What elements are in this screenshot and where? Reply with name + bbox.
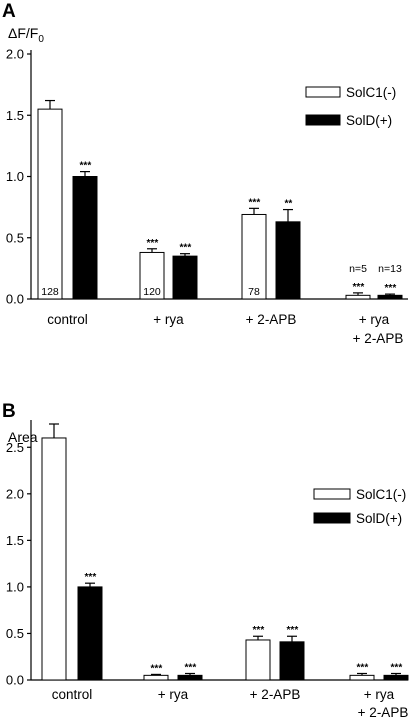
legend-swatch	[305, 86, 341, 98]
y-tick-label: 0.0	[6, 673, 24, 688]
x-category-label: + 2-APB	[250, 687, 301, 702]
significance-label: ***	[252, 625, 265, 636]
y-tick-label: 2.5	[6, 440, 24, 455]
legend-label: SolD(+)	[356, 511, 402, 526]
legend-label: SolD(+)	[346, 113, 392, 128]
n-annotation: n=5	[349, 263, 367, 275]
significance-label: ***	[352, 282, 365, 293]
significance-label: ***	[356, 662, 369, 673]
legend-swatch	[313, 512, 351, 524]
legend-label: SolC1(-)	[346, 85, 396, 100]
bar-count-label: 50	[282, 286, 294, 298]
legend: SolC1(-) SolD(+)	[313, 487, 406, 526]
y-tick-label: 2.0	[6, 486, 24, 501]
bar	[143, 674, 169, 681]
n-annotation: n=13	[378, 263, 402, 275]
y-tick-label: 0.0	[6, 292, 24, 307]
legend-label: SolC1(-)	[356, 487, 406, 502]
significance-label: **	[284, 199, 293, 210]
y-tick-label: 1.5	[6, 533, 24, 548]
significance-label: ***	[384, 283, 397, 294]
bar	[37, 108, 63, 300]
significance-label: ***	[150, 663, 163, 674]
x-category-label: + 2-APB	[358, 705, 409, 719]
panel-letter: A	[2, 1, 16, 22]
significance-label: ***	[248, 197, 261, 208]
y-tick-label: 1.0	[6, 579, 24, 594]
y-tick-label: 1.5	[6, 108, 24, 123]
bar	[349, 674, 375, 681]
significance-label: ***	[390, 662, 403, 673]
x-category-label: + rya	[153, 312, 184, 327]
significance-label: ***	[84, 572, 97, 583]
significance-label: ***	[286, 625, 299, 636]
bar-count-label: 120	[143, 286, 161, 298]
legend-swatch	[313, 488, 351, 500]
y-axis-label: Area	[8, 429, 38, 445]
bar	[275, 221, 301, 300]
significance-label: ***	[179, 243, 192, 254]
y-axis-label: ΔF/F0	[8, 25, 44, 45]
bar	[41, 437, 67, 681]
x-category-label: + 2-APB	[353, 331, 404, 346]
bar-count-label: 78	[248, 286, 260, 298]
panel-letter: B	[2, 401, 16, 422]
bar	[377, 294, 403, 300]
bar-count-label: 163	[176, 286, 194, 298]
legend: SolC1(-) SolD(+)	[305, 85, 396, 128]
x-category-label: + rya	[364, 687, 395, 702]
y-tick-label: 0.5	[6, 230, 24, 245]
x-category-label: + 2-APB	[246, 312, 297, 327]
bar	[245, 639, 271, 681]
y-tick-label: 1.0	[6, 169, 24, 184]
y-tick-label: 2.0	[6, 47, 24, 62]
significance-label: ***	[184, 662, 197, 673]
legend-swatch	[305, 114, 341, 126]
chart-panel-B: B Area 0.0 0.5 1.0 1.5 2.0 2.5 *** *** *** *** *** **…	[2, 401, 409, 719]
significance-label: ***	[146, 238, 159, 249]
bar	[383, 674, 409, 681]
bar	[279, 641, 305, 681]
significance-label: ***	[79, 161, 92, 172]
bar	[77, 586, 103, 681]
bar-count-label: 175	[76, 286, 94, 298]
bar	[72, 176, 98, 300]
x-category-label: + rya	[158, 687, 189, 702]
bar-count-label: 128	[41, 286, 59, 298]
bar	[345, 294, 371, 300]
x-category-label: control	[47, 312, 88, 327]
y-tick-label: 0.5	[6, 626, 24, 641]
x-category-label: + rya	[359, 312, 390, 327]
bar	[241, 213, 267, 300]
x-category-label: control	[52, 687, 93, 702]
bar	[177, 674, 203, 681]
